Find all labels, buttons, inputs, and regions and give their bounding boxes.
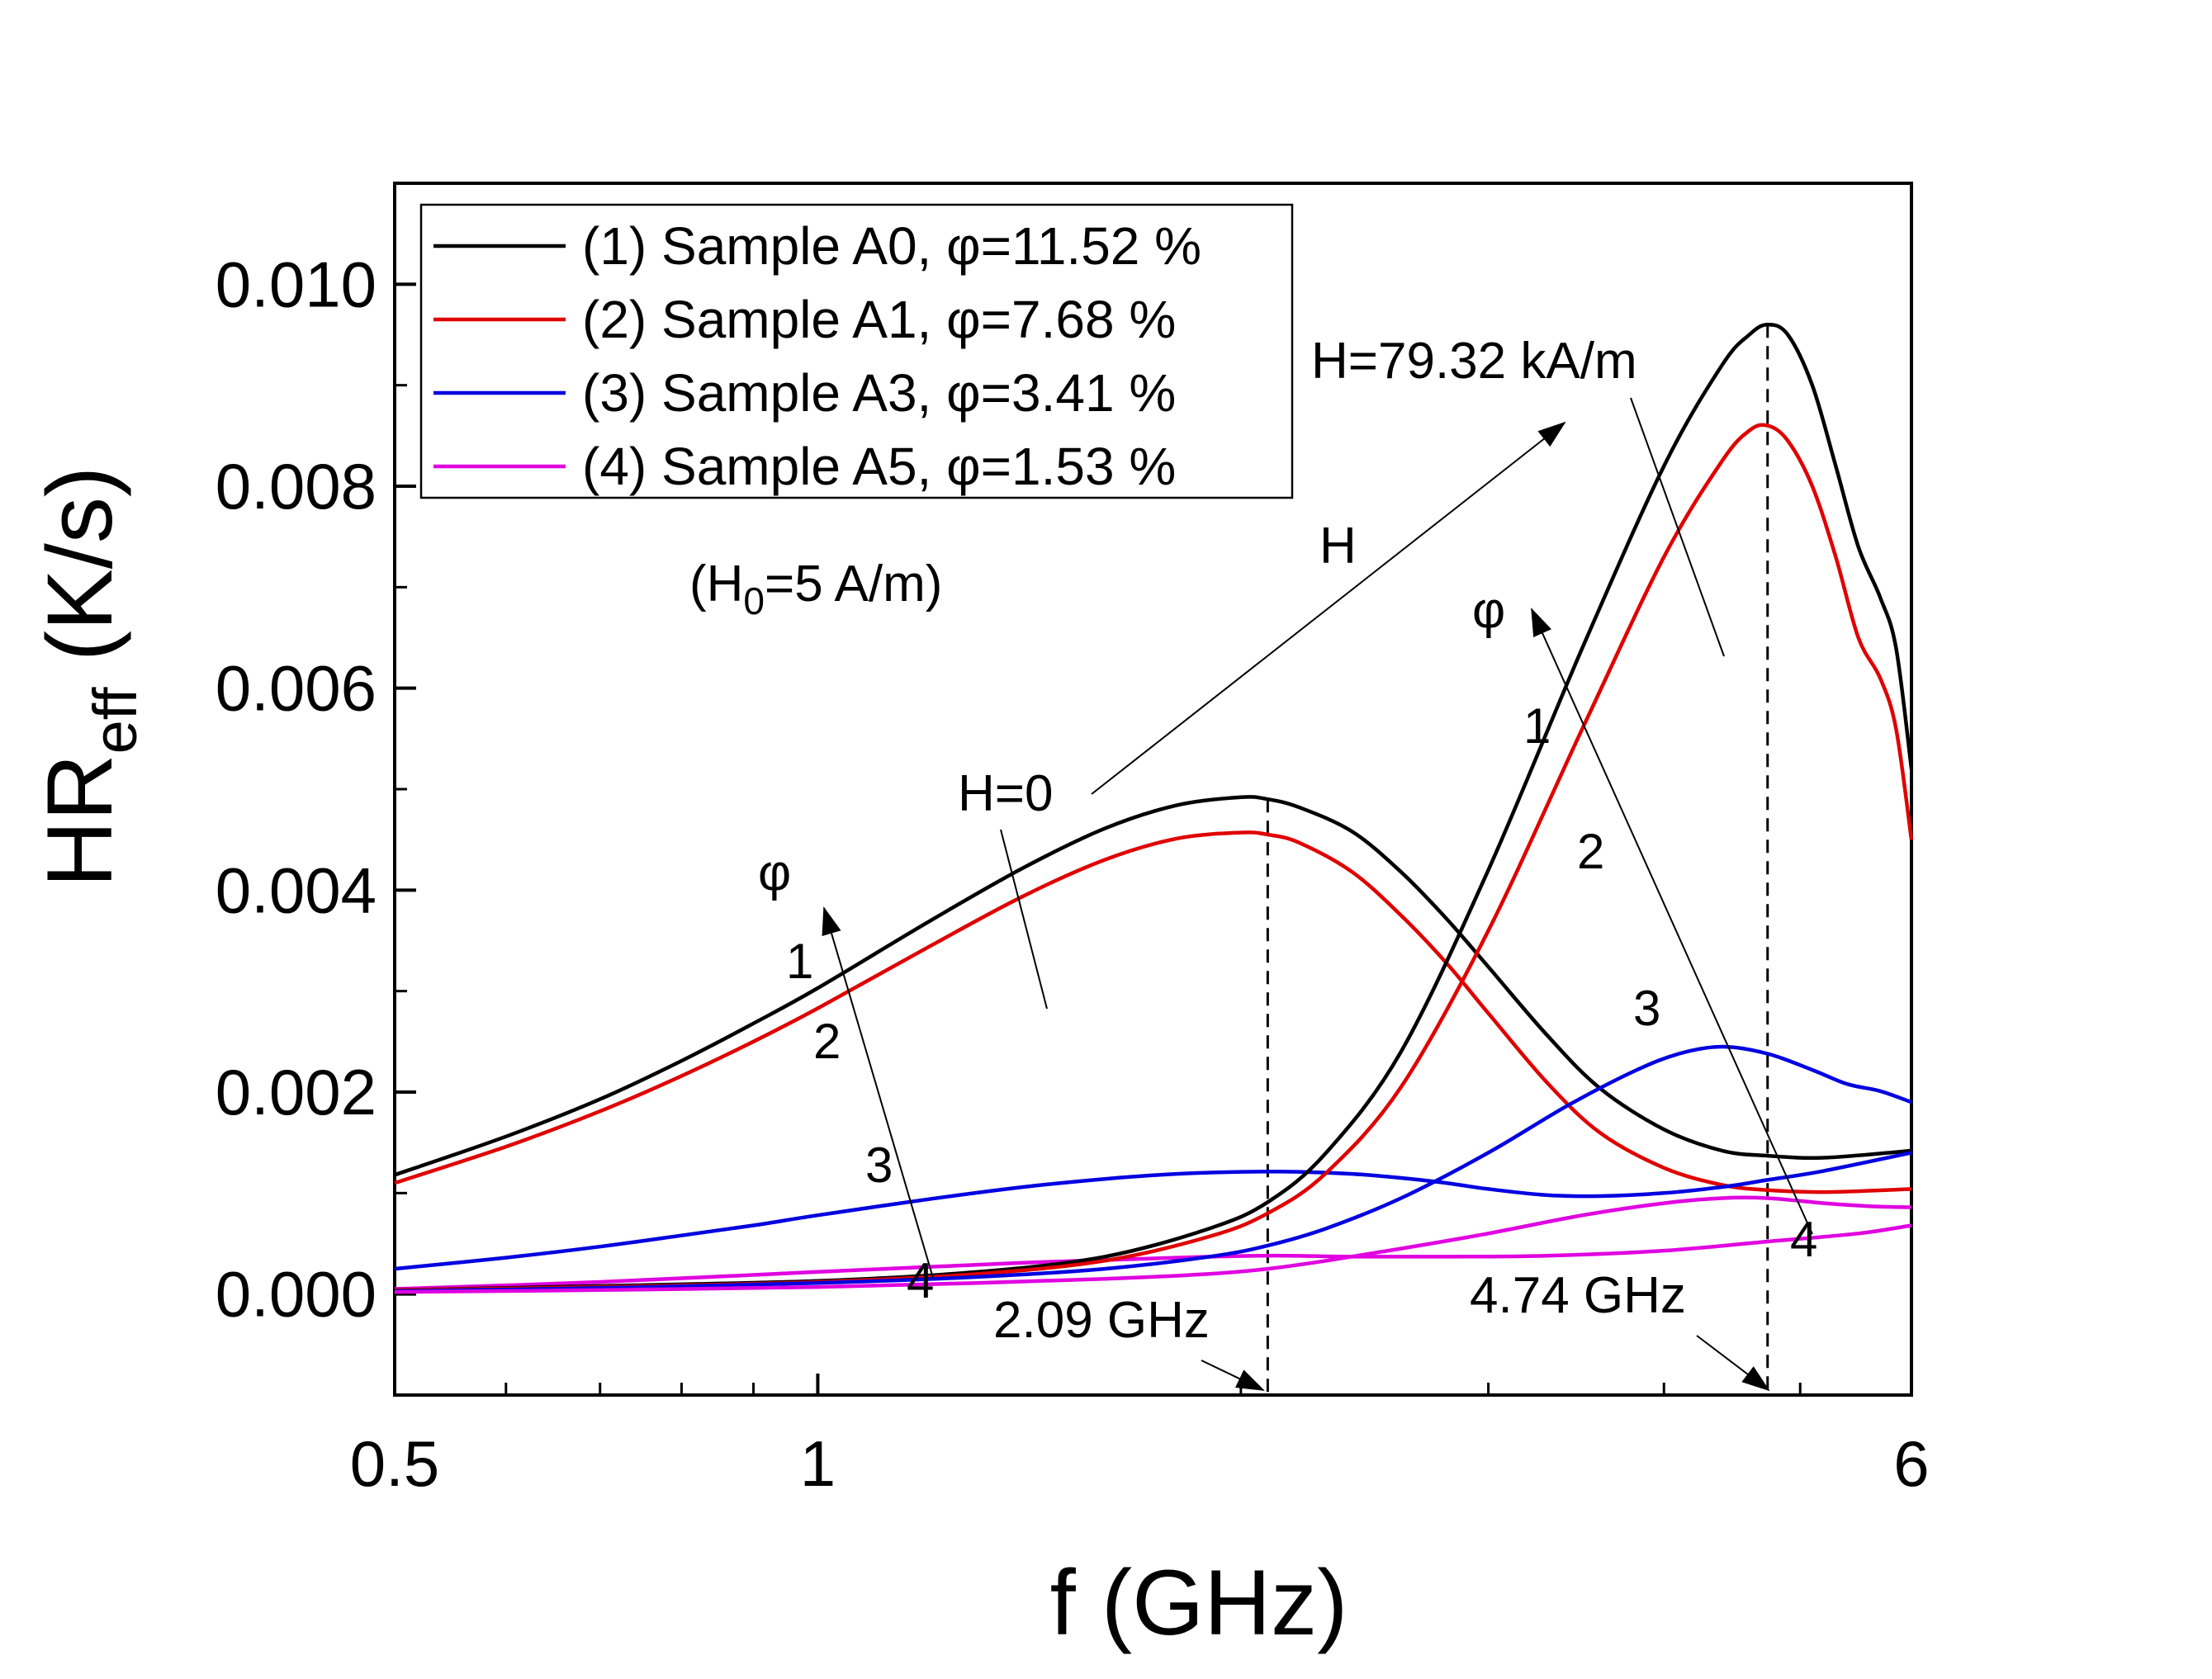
series-line-1 xyxy=(394,795,1912,1177)
marker-label-2-09: 2.09 GHz xyxy=(993,1292,1210,1349)
phi-arrow-left xyxy=(822,906,934,1279)
curve-num-right-4: 4 xyxy=(1790,1212,1817,1267)
y-tick-label: 0.010 xyxy=(216,248,377,320)
x-tick-label: 6 xyxy=(1893,1427,1929,1500)
resonance-markers xyxy=(1266,324,1769,1395)
annotations: (H0=5 A/m) H=0 H=79.32 kA/m H φ φ 1 2 3 … xyxy=(689,333,1817,1392)
phi-label-right: φ xyxy=(1472,582,1505,639)
h-high-leader xyxy=(1630,397,1725,657)
curve-num-left-4: 4 xyxy=(907,1253,934,1308)
legend-label: (3) Sample A3, φ=3.41 % xyxy=(582,363,1176,423)
x-axis-title: f (GHz) xyxy=(1050,1551,1348,1654)
h-arrow-label: H xyxy=(1319,518,1357,575)
curve-num-right-3: 3 xyxy=(1633,981,1660,1036)
axis-ticks xyxy=(393,282,1913,1397)
series-lines xyxy=(394,323,1914,1294)
y-tick-label: 0.000 xyxy=(216,1258,377,1331)
y-tick-label: 0.008 xyxy=(216,450,377,523)
curve-num-left-3: 3 xyxy=(865,1137,893,1193)
h0-label: (H0=5 A/m) xyxy=(689,556,942,622)
legend-box xyxy=(419,203,1294,499)
axis-tick-labels: 0.000 0.002 0.004 0.006 0.008 0.010 0.5 1 6 xyxy=(216,248,1930,1500)
y-tick-label: 0.004 xyxy=(216,854,377,926)
h0-label-post: =5 A/m) xyxy=(765,556,942,612)
y-axis-title-sub: eff xyxy=(81,687,149,754)
marker-label-4-74: 4.74 GHz xyxy=(1470,1267,1686,1324)
h0-label-pre: (H xyxy=(689,556,743,612)
legend-label: (1) Sample A0, φ=11.52 % xyxy=(582,216,1201,276)
series-line-6 xyxy=(394,423,1914,1293)
y-axis-title: HReff (K/s) xyxy=(28,466,149,887)
y-axis-title-unit: (K/s) xyxy=(28,466,131,688)
h0-label-sub: 0 xyxy=(743,579,765,622)
phi-arrow-right xyxy=(1531,608,1813,1235)
h-arrow xyxy=(1091,421,1566,795)
curve-num-right-2: 2 xyxy=(1577,824,1604,879)
series-line-3 xyxy=(394,1151,1912,1271)
curve-num-right-1: 1 xyxy=(1523,698,1551,754)
h-high-label: H=79.32 kA/m xyxy=(1311,333,1637,390)
y-tick-label: 0.002 xyxy=(216,1056,377,1128)
curve-num-left-2: 2 xyxy=(813,1014,841,1069)
series-line-4 xyxy=(394,1223,1912,1291)
legend-label: (4) Sample A5, φ=1.53 % xyxy=(582,437,1176,496)
y-axis-title-main: HR xyxy=(28,754,131,887)
marker-arrow-4-74 xyxy=(1696,1335,1770,1392)
h-zero-label: H=0 xyxy=(958,765,1053,822)
phi-label-left: φ xyxy=(758,844,791,901)
legend-label: (2) Sample A1, φ=7.68 % xyxy=(582,290,1176,349)
marker-arrow-2-09 xyxy=(1201,1360,1265,1391)
curve-num-left-1: 1 xyxy=(786,934,813,989)
legend: (1) Sample A0, φ=11.52 % (2) Sample A1, φ… xyxy=(419,203,1294,499)
series-line-7 xyxy=(394,1044,1912,1294)
x-tick-label: 0.5 xyxy=(350,1427,439,1500)
series-line-8 xyxy=(394,1195,1912,1294)
h-zero-leader xyxy=(1000,829,1048,1010)
x-tick-label: 1 xyxy=(800,1427,836,1500)
y-tick-label: 0.006 xyxy=(216,652,377,725)
series-line-2 xyxy=(394,830,1912,1194)
